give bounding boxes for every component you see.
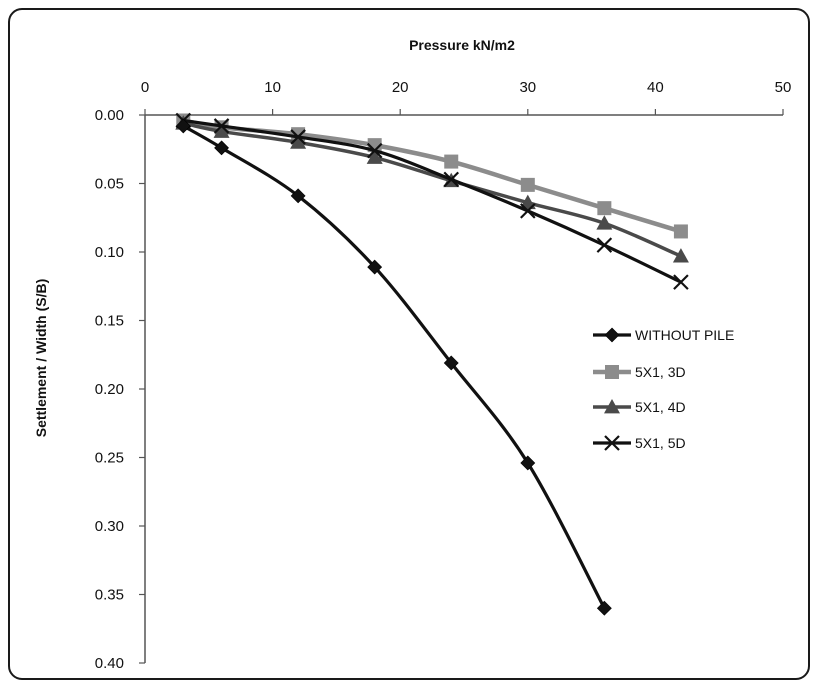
- x-tick-label: 30: [519, 79, 536, 96]
- series-line-without-pile: [182, 124, 606, 609]
- series-without-pile: [175, 118, 612, 616]
- y-tick-label: 0.05: [95, 176, 124, 193]
- data-point-5x1-4d: [672, 248, 689, 263]
- x-tick-label: 10: [264, 79, 281, 96]
- y-tick-label: 0.10: [95, 244, 124, 261]
- data-point-5x1-3d: [444, 154, 459, 169]
- x-tick-label: 50: [775, 79, 792, 96]
- legend-item-without-pile: WITHOUT PILE: [593, 327, 734, 343]
- y-tick-label: 0.15: [95, 313, 124, 330]
- data-point-5x1-5d: [596, 237, 613, 253]
- data-point-5x1-5d-stroke: [673, 274, 689, 290]
- legend-marker-without-pile: [604, 327, 620, 343]
- legend-label: WITHOUT PILE: [635, 327, 734, 343]
- legend-marker-5x1-5d: [604, 435, 620, 451]
- y-tick-label: 0.25: [95, 450, 124, 467]
- legend-marker-5x1-4d: [604, 399, 620, 414]
- legend-marker-5x1-3d: [605, 365, 619, 379]
- data-point-5x1-3d: [520, 177, 535, 192]
- data-point-without-pile: [175, 118, 191, 134]
- data-point-5x1-5d: [443, 171, 460, 188]
- y-tick-label: 0.30: [95, 518, 124, 535]
- y-axis-title: Settlement / Width (S/B): [33, 279, 49, 438]
- data-point-5x1-5d-stroke: [443, 171, 460, 188]
- series-5x1-4d: [175, 115, 689, 263]
- data-point-5x1-3d: [597, 201, 612, 216]
- x-tick-label: 40: [647, 79, 664, 96]
- data-point-5x1-4d: [213, 123, 230, 138]
- x-tick-label: 0: [141, 79, 149, 96]
- data-point-5x1-5d: [520, 203, 536, 219]
- data-point-5x1-5d-stroke: [290, 129, 306, 145]
- data-point-5x1-3d: [673, 224, 688, 239]
- series-group: [175, 112, 689, 616]
- data-point-without-pile: [596, 600, 612, 616]
- data-point-5x1-5d: [213, 118, 230, 134]
- data-point-5x1-4d: [290, 134, 307, 149]
- legend-item-5x1-5d: 5X1, 5D: [593, 435, 686, 451]
- data-point-5x1-5d-stroke: [213, 118, 230, 134]
- y-tick-label: 0.40: [95, 655, 124, 672]
- data-point-without-pile: [443, 355, 459, 371]
- data-point-5x1-4d: [596, 215, 613, 230]
- legend-label: 5X1, 4D: [635, 399, 686, 415]
- legend-label: 5X1, 5D: [635, 435, 686, 451]
- data-point-5x1-5d: [366, 142, 383, 159]
- legend-label: 5X1, 3D: [635, 364, 686, 380]
- data-point-5x1-5d-stroke: [366, 142, 383, 159]
- data-point-5x1-5d-stroke: [520, 203, 536, 219]
- y-tick-label: 0.20: [95, 381, 124, 398]
- data-point-5x1-5d: [673, 274, 689, 290]
- y-tick-label: 0.00: [95, 107, 124, 124]
- chart-frame: [8, 8, 810, 680]
- y-tick-group: 0.00 0.05 0.10 0.15 0.20 0.25 0.30 0.35 0.40: [95, 107, 145, 672]
- data-point-5x1-5d-stroke: [596, 237, 613, 253]
- y-tick-label: 0.35: [95, 587, 124, 604]
- series-5x1-5d: [175, 112, 689, 290]
- x-tick-label: 20: [392, 79, 409, 96]
- series-line-5x1-4d: [182, 121, 682, 258]
- legend-marker-5x1-5d-stroke: [604, 435, 620, 451]
- legend-item-5x1-4d: 5X1, 4D: [593, 399, 686, 415]
- data-point-5x1-4d: [366, 149, 383, 164]
- x-axis-title: Pressure kN/m2: [409, 37, 515, 53]
- data-point-without-pile: [290, 188, 306, 204]
- data-point-without-pile: [520, 455, 536, 471]
- data-point-without-pile: [367, 259, 383, 275]
- data-point-5x1-5d: [290, 129, 306, 145]
- data-point-without-pile: [214, 140, 229, 156]
- legend: WITHOUT PILE 5X1, 3D 5X1, 4D 5X1, 5D: [593, 327, 734, 451]
- x-tick-group: 0 10 20 30 40 50: [141, 79, 792, 115]
- legend-item-5x1-3d: 5X1, 3D: [593, 364, 686, 380]
